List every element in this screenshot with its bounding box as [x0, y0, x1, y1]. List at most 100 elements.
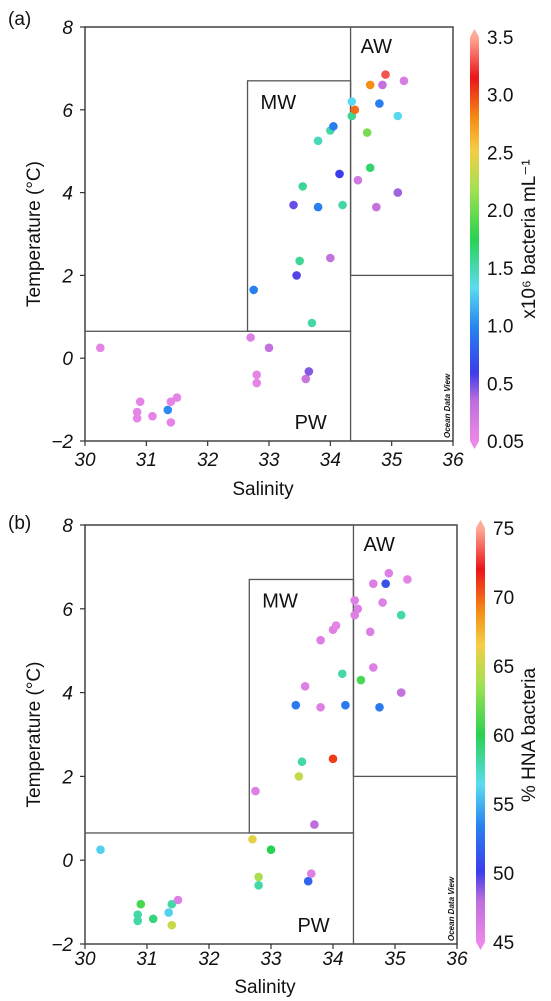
y-tick-label: 6 — [62, 600, 73, 621]
x-tick-label: 35 — [381, 450, 403, 471]
colorbar-top-arrow — [470, 29, 479, 37]
data-point — [167, 920, 177, 930]
colorbar-top-arrow — [476, 520, 485, 528]
data-point — [396, 688, 406, 697]
y-axis-label: Temperature (°C) — [24, 662, 45, 808]
data-point — [316, 635, 325, 645]
data-point — [378, 80, 387, 90]
data-point — [329, 122, 338, 131]
odv-watermark: Ocean Data View — [443, 373, 452, 438]
data-point — [164, 908, 173, 917]
data-point — [393, 188, 403, 197]
data-point — [254, 881, 263, 890]
data-point — [328, 754, 338, 764]
data-point — [369, 663, 378, 672]
data-point — [353, 175, 363, 185]
data-point — [96, 343, 105, 353]
colorbar-tick-label: 2.0 — [487, 201, 513, 222]
odv-watermark: Ocean Data View — [447, 876, 456, 941]
region-label-aw: AW — [361, 36, 393, 58]
colorbar-tick-label: 3.0 — [487, 86, 513, 107]
colorbar — [476, 528, 485, 942]
data-point — [369, 579, 378, 588]
y-tick-label: 6 — [62, 101, 73, 122]
data-point — [356, 675, 366, 685]
region-box-aw — [352, 524, 458, 778]
colorbar-tick-label: 55 — [493, 795, 514, 816]
data-point — [133, 910, 142, 919]
data-point — [338, 669, 347, 679]
data-point — [393, 111, 403, 121]
data-point — [289, 200, 298, 210]
data-point — [381, 579, 391, 588]
colorbar-tick-label: 0.05 — [487, 432, 524, 453]
data-point — [326, 253, 335, 263]
x-tick-label: 31 — [136, 450, 157, 471]
x-axis-label: Salinity — [234, 977, 296, 998]
region-box-pw — [84, 330, 352, 442]
y-tick-label: 2 — [61, 266, 73, 287]
data-point — [303, 876, 313, 886]
data-point — [291, 700, 301, 710]
y-tick-label: −2 — [51, 432, 73, 453]
data-point — [353, 604, 363, 614]
data-point — [292, 271, 301, 280]
colorbar-tick-label: 60 — [493, 726, 514, 747]
data-point — [172, 393, 182, 402]
data-point — [403, 575, 412, 584]
colorbar-bottom-arrow — [476, 942, 485, 950]
plot-frame — [84, 26, 454, 442]
y-tick-label: 0 — [62, 349, 73, 370]
data-point — [399, 76, 409, 86]
data-point — [381, 70, 390, 79]
y-tick-label: 4 — [62, 184, 73, 205]
colorbar-title: % HNA bacteria — [519, 668, 540, 803]
region-box-mw — [248, 578, 355, 834]
data-point — [316, 702, 325, 712]
data-point — [294, 772, 304, 781]
data-point — [335, 169, 344, 179]
data-point — [347, 97, 357, 106]
x-tick-label: 33 — [260, 949, 282, 970]
region-box-mw — [246, 80, 352, 332]
data-point — [350, 596, 360, 605]
data-point — [132, 407, 142, 417]
x-tick-label: 34 — [322, 949, 343, 970]
x-tick-label: 30 — [74, 949, 96, 970]
data-point — [249, 285, 258, 295]
data-point — [298, 182, 308, 191]
y-tick-label: 8 — [62, 18, 73, 39]
panel-label: (a) — [8, 9, 31, 30]
x-tick-label: 31 — [136, 949, 157, 970]
data-point — [148, 411, 157, 421]
chart-panel-b: (b) AW MW PW 30 31 32 33 34 35 36 −2 0 2 4 6 8 Salinity Te… — [8, 513, 540, 998]
data-point — [266, 845, 276, 855]
data-point — [307, 869, 316, 878]
data-point — [163, 405, 173, 415]
data-point — [350, 105, 360, 115]
y-axis-label: Temperature (°C) — [24, 161, 45, 307]
data-point — [301, 374, 311, 384]
region-box-pw — [84, 832, 355, 945]
y-tick-label: 2 — [61, 767, 73, 788]
data-point — [378, 598, 387, 607]
data-point — [254, 872, 263, 882]
data-point — [248, 834, 257, 844]
data-point — [362, 128, 372, 137]
data-point — [295, 256, 304, 266]
data-point — [252, 378, 262, 388]
chart-panel-a: (a) AW MW PW 30 31 32 33 34 35 36 −2 0 2 4 6 8 Salinity Te… — [8, 9, 540, 500]
x-axis-label: Salinity — [232, 479, 294, 500]
data-point — [304, 367, 314, 376]
data-point — [251, 786, 260, 796]
plot-frame — [84, 524, 458, 945]
panel-label: (b) — [8, 513, 31, 534]
data-point — [135, 397, 145, 406]
data-point — [264, 343, 274, 353]
colorbar-tick-label: 50 — [493, 864, 514, 885]
data-point — [313, 202, 323, 212]
data-point — [96, 845, 105, 855]
data-point — [166, 397, 176, 406]
y-tick-label: 0 — [62, 851, 73, 872]
